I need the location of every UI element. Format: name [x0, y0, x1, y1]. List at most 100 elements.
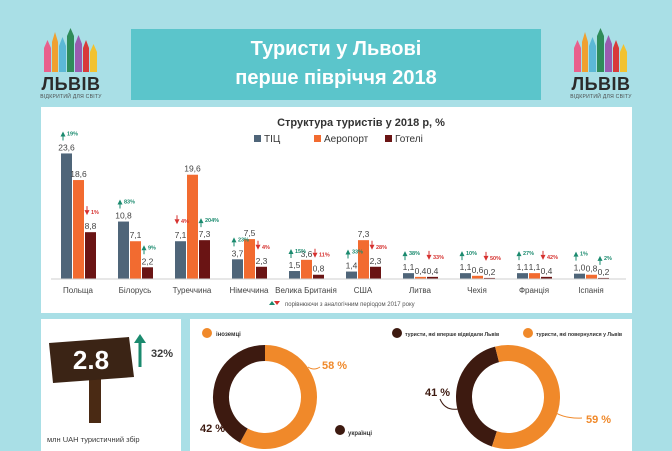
legend-swatch-1 [314, 135, 321, 142]
chart-footnote: порівнюючи з аналогічним періодом 2017 р… [269, 301, 415, 308]
donut-charts: іноземці 58 % 42 % українці туристи, які… [200, 328, 622, 449]
donut-slice-0 [239, 345, 317, 449]
category-label: Франція [519, 286, 549, 295]
change-up-arrow-icon [345, 249, 351, 255]
bar-value-label: 1,1 [460, 262, 472, 272]
category-label: США [354, 286, 373, 295]
category-label: Чехія [467, 286, 487, 295]
logo-tagline: ВІДКРИТИЙ ДЛЯ СВІТУ [570, 94, 632, 100]
returning-legend-label: туристи, які повернулися у Львів [536, 332, 622, 338]
sign-post [89, 373, 101, 423]
bar-value-label: 23,6 [58, 142, 75, 152]
change-label: 4% [181, 219, 189, 225]
page-title: Туристи у Львові [250, 38, 422, 60]
returning-leader-line [549, 408, 583, 419]
city-skyline-icon [44, 28, 97, 72]
change-label: 4% [262, 245, 270, 251]
change-label: 1% [91, 210, 99, 216]
bar-value-label: 10,8 [115, 211, 132, 221]
change-label: 204% [205, 218, 219, 224]
bar-2-8 [541, 276, 552, 279]
legend-swatch-0 [254, 135, 261, 142]
change-label: 38% [409, 251, 420, 257]
foreigners-legend-dot [202, 328, 212, 338]
change-label: 27% [523, 251, 534, 257]
change-label: 2% [604, 256, 612, 262]
tax-value: 2.8 [73, 345, 109, 375]
bar-2-1 [142, 267, 153, 279]
change-up-arrow-icon [141, 245, 147, 251]
ukrainians-leader-line [219, 422, 233, 430]
foreigners-leader-line [307, 366, 321, 370]
legend-label-1: Аеропорт [324, 134, 369, 145]
change-up-arrow-icon [516, 251, 522, 257]
bar-value-label: 7,3 [199, 229, 211, 239]
donut-slice-1 [213, 345, 266, 443]
bar-value-label: 8,8 [85, 221, 97, 231]
bar-value-label: 1,5 [289, 260, 301, 270]
sign-board-icon [49, 337, 134, 383]
bar-value-label: 18,6 [70, 169, 87, 179]
bar-value-label: 0,4 [427, 266, 439, 276]
bar-value-label: 2,3 [370, 256, 382, 266]
first-visit-leader-line [439, 398, 459, 410]
logo-tagline: ВІДКРИТИЙ ДЛЯ СВІТУ [40, 94, 102, 100]
bar-2-3 [256, 266, 267, 279]
first-visit-legend-label: туристи, які вперше відвідали Львів [405, 332, 499, 338]
bar-0-0 [61, 153, 72, 279]
bar-value-label: 0,4 [541, 266, 553, 276]
change-down-arrow-icon [369, 244, 375, 250]
footnote-text: порівнюючи з аналогічним періодом 2017 р… [285, 302, 415, 308]
foreigners-legend-label: іноземці [216, 332, 241, 338]
change-up-arrow-icon [573, 251, 579, 257]
change-label: 11% [319, 253, 330, 259]
change-label: 33% [433, 255, 444, 261]
change-label: 23% [238, 237, 249, 243]
foreigners-value: 58 % [322, 360, 347, 372]
bar-value-label: 1,0 [574, 263, 586, 273]
chart-legend: ТІЦ Аеропорт Готелі [254, 134, 423, 145]
page-subtitle: перше півріччя 2018 [235, 67, 437, 89]
change-label: 19% [67, 131, 78, 137]
bar-1-3 [244, 239, 255, 279]
bar-value-label: 1,1 [517, 262, 529, 272]
bar-1-6 [415, 276, 426, 279]
nationality-donut [213, 345, 317, 449]
tax-caption: млн UAH туристичний збір [47, 435, 140, 444]
category-label: Туреччина [173, 286, 212, 295]
bar-1-9 [586, 274, 597, 279]
bar-0-4 [289, 271, 300, 279]
first-visit-legend-dot [392, 328, 402, 338]
logo-wordmark: ЛЬВІВ [571, 74, 631, 94]
change-down-arrow-icon [84, 210, 90, 216]
category-label: Іспанія [578, 286, 604, 295]
logo-wordmark: ЛЬВІВ [41, 74, 101, 94]
bar-2-6 [427, 276, 438, 279]
bar-value-label: 19,6 [184, 164, 201, 174]
change-label: 9% [148, 245, 156, 251]
category-label: Литва [409, 286, 432, 295]
change-up-arrow-icon [231, 237, 237, 243]
change-label: 42% [547, 255, 558, 261]
bar-0-9 [574, 273, 585, 279]
change-label: 33% [352, 250, 363, 256]
bar-value-label: 2,2 [142, 256, 154, 266]
bar-1-8 [529, 273, 540, 279]
lviv-logo-left: ЛЬВІВ ВІДКРИТИЙ ДЛЯ СВІТУ [36, 28, 106, 102]
change-down-arrow-icon [483, 255, 489, 261]
bar-0-2 [175, 241, 186, 279]
bar-value-label: 1,1 [403, 262, 415, 272]
change-label: 28% [376, 245, 387, 251]
ukrainians-legend-dot [335, 425, 345, 435]
bar-1-0 [73, 180, 84, 279]
change-label: 83% [124, 200, 135, 206]
category-label: Білорусь [119, 286, 152, 295]
bar-2-7 [484, 277, 495, 279]
ukrainians-legend-label: українці [348, 431, 372, 437]
bar-value-label: 2,3 [256, 256, 268, 266]
bar-chart-panel: Структура туристів у 2018 р, % ТІЦ Аеропо… [41, 107, 632, 313]
bar-value-label: 7,1 [130, 230, 142, 240]
bar-2-9 [598, 277, 609, 279]
change-up-arrow-icon [459, 251, 465, 257]
change-down-arrow-icon [312, 252, 318, 258]
